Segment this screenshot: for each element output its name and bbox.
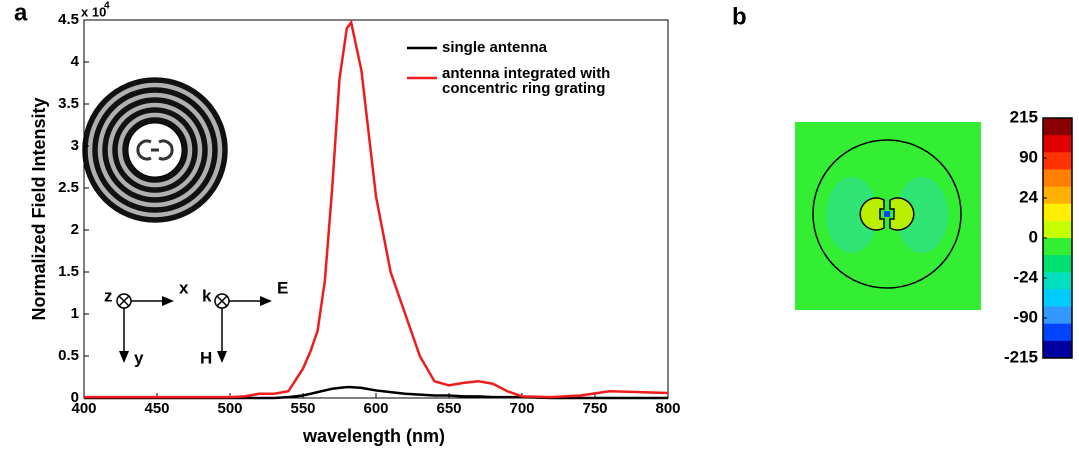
colorbar-swatch <box>1043 289 1072 308</box>
x-tick-label: 600 <box>363 400 388 417</box>
field-lobe <box>896 177 948 253</box>
colorbar-swatch <box>1043 186 1072 205</box>
y-tick-label: 3 <box>71 137 79 154</box>
axis-glyph <box>216 295 228 307</box>
x-tick-label: 750 <box>582 400 607 417</box>
grating-outline <box>812 139 962 289</box>
colorbar-swatch <box>1043 238 1072 256</box>
arrowhead <box>217 296 272 363</box>
colorbar-tick-label: 0 <box>1029 227 1038 246</box>
axis-multiplier-exponent: 4 <box>104 1 110 12</box>
colorbar-tick-label: 215 <box>1010 107 1038 126</box>
panel-label: b <box>732 3 747 30</box>
grating-ring <box>112 107 198 193</box>
x-tick-label: 800 <box>655 400 680 417</box>
colorbar-swatch <box>1043 118 1072 136</box>
panel-label: a <box>14 0 28 26</box>
colorbar-swatch <box>1043 255 1072 273</box>
grating-ring <box>92 87 218 213</box>
colorbar-swatch <box>1043 340 1072 359</box>
colorbar-swatch <box>1043 169 1072 188</box>
colorbar-swatch <box>1043 306 1072 325</box>
colorbar-tick-label: -24 <box>1013 267 1038 286</box>
colorbar-tick-label: -215 <box>1004 347 1038 366</box>
x-axis-label: wavelength (nm) <box>302 426 445 446</box>
y-axis-label: Normalized Field Intensity <box>29 97 49 320</box>
grating-ring <box>122 117 188 183</box>
y-tick-label: 2.5 <box>58 179 79 196</box>
legend-label: single antenna <box>442 39 548 56</box>
grating-ring <box>82 77 228 223</box>
colorbar-swatch <box>1043 152 1072 170</box>
colorbar-tick-label: 90 <box>1019 147 1038 166</box>
y-tick-label: 1 <box>71 305 79 322</box>
colorbar-swatch <box>1043 135 1072 153</box>
x-tick-label: 400 <box>71 400 96 417</box>
axis-glyph <box>118 295 130 307</box>
colorbar-swatch <box>1043 203 1072 222</box>
y-tick-label: 3.5 <box>58 95 79 112</box>
colorbar-swatch <box>1043 323 1072 342</box>
colorbar-swatch <box>1043 220 1072 239</box>
axis-glyph-label: z <box>104 286 113 305</box>
series-line <box>84 19 669 399</box>
grating-ring <box>102 97 208 203</box>
series-line <box>84 385 668 400</box>
x-tick-label: 650 <box>436 400 461 417</box>
arrow <box>221 300 262 353</box>
colorbar-swatch <box>1043 272 1072 290</box>
colorbar-tick-label: -90 <box>1013 307 1038 326</box>
x-tick-label: 500 <box>217 400 242 417</box>
y-tick-label: 4 <box>71 53 80 70</box>
y-tick-label: 1.5 <box>58 263 79 280</box>
y-tick-label: 0.5 <box>58 347 79 364</box>
axis-glyph-label: x <box>179 278 189 297</box>
hot-spot <box>884 211 890 217</box>
y-tick-label: 4.5 <box>58 11 79 28</box>
legend-label: antenna integrated with concentric ring … <box>442 65 611 97</box>
y-tick-label: 2 <box>71 221 79 238</box>
x-tick-label: 450 <box>144 400 169 417</box>
axis-glyph-label: E <box>277 278 288 297</box>
y-tick-label: 0 <box>71 389 79 406</box>
axis-glyph-label: y <box>134 348 144 367</box>
axis-glyph-label: H <box>200 348 212 367</box>
antenna <box>889 197 915 231</box>
x-tick-label: 700 <box>509 400 534 417</box>
arrowhead <box>119 296 174 363</box>
antenna <box>136 139 174 161</box>
axis-multiplier: x 10 <box>81 4 106 19</box>
x-tick-label: 550 <box>290 400 315 417</box>
antenna <box>859 197 885 231</box>
axis-glyph-label: k <box>202 286 212 305</box>
field-lobe <box>826 177 878 253</box>
arrow <box>123 300 164 353</box>
colorbar-tick-label: 24 <box>1019 187 1038 206</box>
